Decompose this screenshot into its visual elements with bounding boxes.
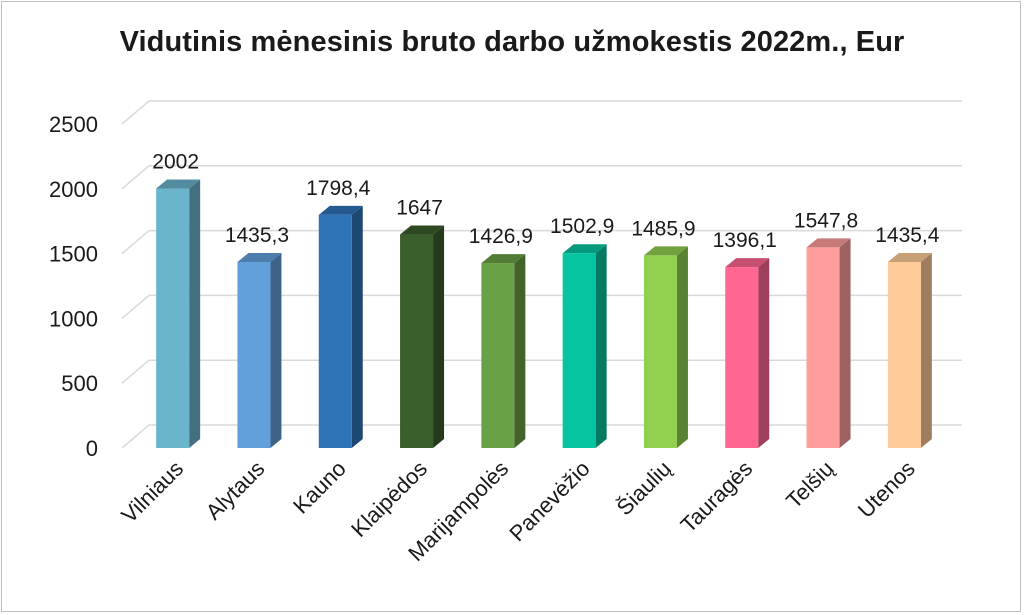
data-label: 1798,4 (306, 177, 371, 200)
bar-side (189, 179, 201, 448)
bar-side (270, 252, 282, 448)
bar-front (318, 214, 352, 448)
bar-front (725, 267, 759, 448)
x-category-label: Utenos (853, 456, 920, 523)
data-label: 1647 (396, 197, 443, 220)
data-label: 1396,1 (713, 229, 777, 252)
bar-side (758, 258, 770, 448)
bar (237, 252, 282, 448)
data-labels: 2002 1435,3 1798,4 1647 1426,9 1502,9 1485,9 13… (152, 151, 939, 253)
bar-side (676, 246, 688, 448)
bar-front (237, 261, 271, 448)
bar-side (514, 254, 526, 448)
x-category-label: Vilniaus (116, 456, 188, 528)
gridline (121, 424, 962, 449)
gridline (121, 100, 962, 125)
bar-top (725, 258, 770, 268)
bar (318, 205, 363, 448)
gridline (121, 294, 962, 319)
bar-side (839, 238, 851, 448)
gridline (121, 229, 962, 255)
y-tick-label: 1500 (49, 242, 98, 267)
bar-front (887, 261, 921, 448)
x-category-label: Tauragės (676, 456, 758, 538)
bar-front (481, 263, 515, 448)
data-label: 2002 (152, 151, 199, 174)
bar (562, 244, 607, 448)
bar-side (595, 244, 607, 448)
bar-top (237, 252, 282, 262)
bar-top (400, 225, 445, 235)
x-category-label: Alytaus (201, 456, 270, 525)
x-category-label: Panevėžio (504, 456, 594, 546)
y-tick-label: 1000 (49, 306, 98, 331)
data-label: 1502,9 (550, 215, 614, 238)
bar (887, 252, 932, 448)
bar-front (806, 247, 840, 448)
bar-top (318, 205, 363, 215)
y-axis-ticks: 0 500 1000 1500 2000 2500 (49, 112, 98, 461)
gridlines (121, 100, 962, 449)
bar-front (156, 188, 190, 448)
bar-top (562, 244, 607, 254)
x-category-label: Kauno (288, 456, 351, 519)
data-label: 1426,9 (469, 225, 533, 248)
bar-front (643, 255, 677, 448)
bar-side (351, 205, 363, 448)
y-tick-label: 2500 (49, 112, 98, 137)
bar (643, 246, 688, 448)
data-label: 1485,9 (631, 217, 695, 240)
bar (481, 254, 526, 448)
y-tick-label: 500 (61, 371, 98, 396)
data-label: 1435,4 (875, 224, 940, 247)
bar-front (562, 253, 596, 448)
gridline (121, 165, 962, 190)
x-category-label: Telšių (781, 456, 838, 513)
gridline (121, 359, 962, 384)
x-category-label: Šiaulių (612, 456, 676, 520)
bars (156, 179, 932, 448)
bar-top (481, 254, 526, 264)
bar-top (806, 238, 851, 248)
chart-title: Vidutinis mėnesinis bruto darbo užmokest… (119, 26, 905, 58)
y-tick-label: 0 (86, 436, 98, 461)
y-tick-label: 2000 (49, 177, 98, 202)
bar-side (920, 252, 932, 448)
bar (156, 179, 201, 448)
bar-front (400, 234, 434, 448)
bar (400, 225, 445, 448)
bar-top (156, 179, 201, 189)
bar-side (433, 225, 445, 448)
bar-top (887, 252, 932, 262)
bar (725, 258, 770, 448)
data-label: 1435,3 (225, 224, 289, 247)
bar-top (643, 246, 688, 256)
x-axis-categories: Vilniaus Alytaus KaunoKlaipėdosMarijampolė… (116, 456, 920, 566)
data-label: 1547,8 (794, 209, 858, 232)
bar (806, 238, 851, 448)
x-category-label: Klaipėdos (346, 456, 432, 542)
